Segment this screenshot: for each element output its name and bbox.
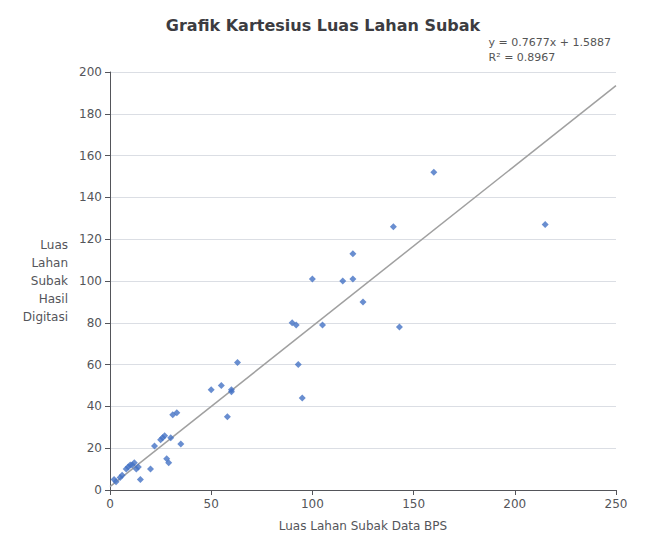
svg-text:Grafik Kartesius Luas Lahan Su: Grafik Kartesius Luas Lahan Subak [166,16,481,35]
svg-text:Luas Lahan Subak Data BPS: Luas Lahan Subak Data BPS [279,519,447,533]
svg-text:Luas: Luas [40,238,68,252]
svg-text:100: 100 [79,274,102,288]
svg-text:60: 60 [87,358,102,372]
svg-text:0: 0 [106,497,114,511]
svg-text:160: 160 [79,149,102,163]
svg-text:Lahan: Lahan [31,256,68,270]
svg-text:y = 0.7677x + 1.5887: y = 0.7677x + 1.5887 [489,36,611,49]
svg-text:Digitasi: Digitasi [23,310,68,324]
svg-text:40: 40 [87,399,102,413]
svg-text:0: 0 [94,483,102,497]
svg-text:100: 100 [301,497,324,511]
svg-text:180: 180 [79,107,102,121]
svg-text:250: 250 [605,497,628,511]
svg-text:120: 120 [79,232,102,246]
svg-text:150: 150 [402,497,425,511]
svg-text:200: 200 [503,497,526,511]
svg-text:140: 140 [79,190,102,204]
svg-text:80: 80 [87,316,102,330]
svg-text:Hasil: Hasil [39,292,68,306]
svg-text:200: 200 [79,65,102,79]
svg-text:20: 20 [87,441,102,455]
svg-text:R² = 0.8967: R² = 0.8967 [489,51,556,64]
svg-text:50: 50 [204,497,219,511]
svg-text:Subak: Subak [31,274,68,288]
